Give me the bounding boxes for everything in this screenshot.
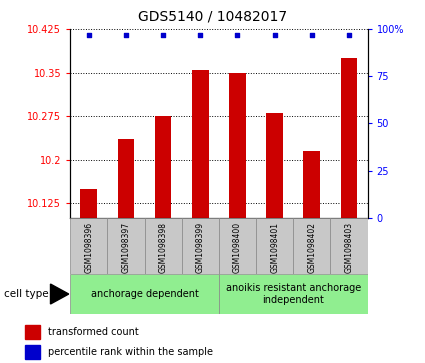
FancyBboxPatch shape [219, 218, 256, 274]
Point [234, 32, 241, 38]
Text: GSM1098397: GSM1098397 [122, 222, 130, 273]
Point [346, 32, 352, 38]
Text: anchorage dependent: anchorage dependent [91, 289, 198, 299]
Point [309, 32, 315, 38]
Text: GSM1098398: GSM1098398 [159, 222, 167, 273]
Bar [80, 189, 97, 218]
Text: cell type: cell type [4, 289, 49, 299]
Bar [341, 58, 357, 218]
FancyBboxPatch shape [293, 218, 331, 274]
FancyBboxPatch shape [70, 274, 219, 314]
Bar [229, 73, 246, 218]
Text: GDS5140 / 10482017: GDS5140 / 10482017 [138, 9, 287, 23]
FancyBboxPatch shape [144, 218, 181, 274]
Point [197, 32, 204, 38]
FancyBboxPatch shape [331, 218, 368, 274]
Bar [192, 70, 209, 218]
Bar [118, 139, 134, 218]
Text: GSM1098403: GSM1098403 [345, 222, 354, 273]
FancyBboxPatch shape [256, 218, 293, 274]
FancyBboxPatch shape [107, 218, 144, 274]
Text: anoikis resistant anchorage
independent: anoikis resistant anchorage independent [226, 283, 361, 305]
Bar [266, 113, 283, 218]
Text: percentile rank within the sample: percentile rank within the sample [48, 347, 213, 357]
Text: GSM1098396: GSM1098396 [84, 222, 93, 273]
Bar [303, 151, 320, 218]
Point [160, 32, 167, 38]
Point [85, 32, 92, 38]
Text: GSM1098400: GSM1098400 [233, 222, 242, 273]
Bar [25, 346, 40, 359]
Point [271, 32, 278, 38]
Text: transformed count: transformed count [48, 327, 139, 337]
Bar [25, 325, 40, 339]
Text: GSM1098402: GSM1098402 [307, 222, 316, 273]
Bar [155, 116, 171, 218]
Polygon shape [51, 284, 69, 304]
Point [122, 32, 129, 38]
Text: GSM1098399: GSM1098399 [196, 222, 205, 273]
FancyBboxPatch shape [70, 218, 107, 274]
Text: GSM1098401: GSM1098401 [270, 222, 279, 273]
FancyBboxPatch shape [181, 218, 219, 274]
FancyBboxPatch shape [219, 274, 368, 314]
